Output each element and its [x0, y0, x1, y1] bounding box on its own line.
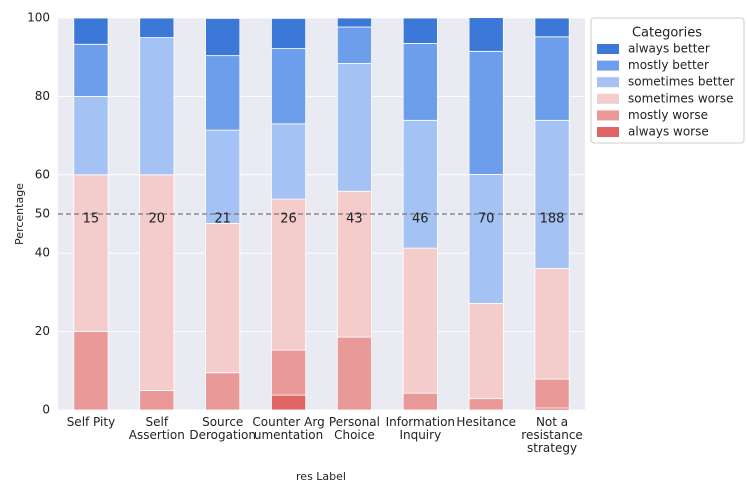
- y-tick-label: 100: [27, 11, 50, 25]
- bar-segment: [271, 48, 307, 125]
- bar-segment: [534, 268, 570, 380]
- bar-segment: [402, 119, 438, 249]
- legend-label: always worse: [628, 125, 709, 139]
- legend-swatch: [597, 127, 619, 137]
- count-label: 20: [149, 212, 166, 227]
- bar-segment: [402, 43, 438, 121]
- bar-segment: [271, 394, 307, 411]
- count-label: 21: [214, 212, 231, 227]
- count-label: 188: [540, 212, 565, 227]
- legend-title: Categories: [632, 26, 702, 41]
- count-label: 43: [346, 212, 363, 227]
- bar-segment: [336, 336, 372, 411]
- y-tick-label: 60: [35, 167, 50, 181]
- x-tick-label: Information Inquiry: [385, 415, 456, 442]
- bar-segment: [205, 372, 241, 411]
- x-tick-label: Self Assertion: [128, 415, 185, 442]
- bar-segment: [271, 17, 307, 49]
- y-tick-label: 80: [35, 89, 50, 103]
- legend-swatch: [597, 93, 619, 104]
- bar-segment: [139, 17, 175, 39]
- x-tick-label: Counter Arg umentation: [252, 415, 325, 442]
- bar-segment: [402, 247, 438, 394]
- bar-segment: [73, 174, 109, 333]
- y-tick-label: 0: [42, 403, 50, 417]
- legend-label: sometimes better: [628, 75, 735, 89]
- bar-segment: [534, 119, 570, 269]
- x-axis-label: res Label: [296, 470, 346, 483]
- bar-segment: [139, 37, 175, 176]
- legend-swatch: [597, 60, 619, 71]
- legend-label: mostly worse: [628, 108, 708, 122]
- bar-segment: [73, 331, 109, 411]
- legend-label: sometimes worse: [628, 91, 734, 105]
- bar-segment: [336, 63, 372, 192]
- count-label: 15: [83, 212, 100, 227]
- x-tick-label: Not a resistance strategy: [521, 415, 583, 455]
- count-label: 26: [280, 212, 297, 227]
- bar-segment: [468, 302, 504, 400]
- bar-segment: [73, 43, 109, 97]
- bar-segment: [468, 50, 504, 175]
- bar-segment: [402, 392, 438, 411]
- bar-segment: [468, 174, 504, 304]
- x-tick-label: Self Pity: [66, 415, 116, 429]
- y-tick-label: 40: [35, 246, 50, 260]
- legend-label: mostly better: [628, 58, 709, 72]
- bar-segment: [271, 198, 307, 351]
- bar-segment: [336, 26, 372, 64]
- legend-box: [590, 17, 745, 144]
- legend-swatch: [597, 110, 619, 121]
- x-tick-label: Personal Choice: [328, 415, 380, 442]
- bar-segment: [139, 389, 175, 411]
- bar-segment: [468, 398, 504, 411]
- bar-segment: [205, 129, 241, 224]
- bar-segment: [534, 378, 570, 409]
- x-tick-label: Hesitance: [456, 415, 516, 429]
- bar-segment: [336, 17, 372, 28]
- bar-segment: [205, 223, 241, 374]
- legend-label: always better: [628, 42, 710, 56]
- x-tick-label: Source Derogation: [189, 415, 256, 442]
- bar-segment: [534, 17, 570, 38]
- count-label: 70: [478, 212, 495, 227]
- bar-segment: [205, 17, 241, 57]
- bar-segment: [205, 55, 241, 131]
- legend-swatch: [597, 77, 619, 88]
- count-label: 46: [412, 212, 429, 227]
- y-tick-label: 20: [35, 324, 50, 338]
- bar-segment: [402, 17, 438, 44]
- y-axis-label: Percentage: [13, 183, 26, 245]
- bar-segment: [534, 36, 570, 121]
- bar-segment: [73, 96, 109, 176]
- bar-segment: [139, 174, 175, 391]
- legend-swatch: [597, 44, 619, 54]
- bar-segment: [468, 17, 504, 52]
- legend: Categories always worse mostly worse someti…: [590, 17, 745, 144]
- bar-segment: [336, 190, 372, 338]
- bar-segment: [271, 349, 307, 396]
- bar-segment: [271, 123, 307, 200]
- bar-segment: [73, 17, 109, 45]
- y-tick-label: 50: [35, 207, 50, 221]
